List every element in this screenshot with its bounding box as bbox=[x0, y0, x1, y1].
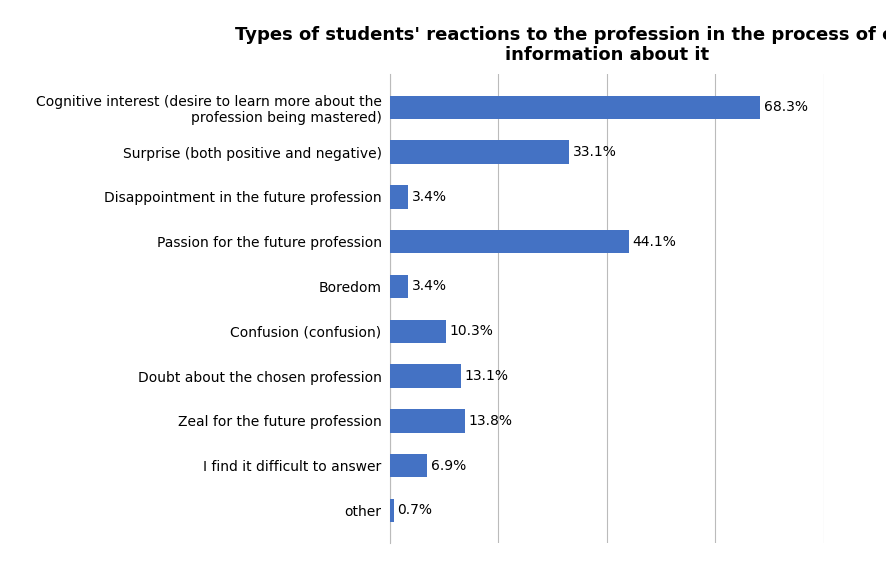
Bar bbox=[390, 141, 570, 164]
Text: 3.4%: 3.4% bbox=[411, 280, 447, 293]
Bar bbox=[390, 409, 465, 432]
Bar bbox=[390, 230, 629, 253]
Text: 6.9%: 6.9% bbox=[431, 459, 466, 472]
Text: 13.1%: 13.1% bbox=[464, 369, 509, 383]
Text: 13.8%: 13.8% bbox=[468, 414, 512, 428]
Text: 33.1%: 33.1% bbox=[572, 145, 617, 159]
Text: 0.7%: 0.7% bbox=[397, 503, 431, 518]
Text: 68.3%: 68.3% bbox=[764, 100, 808, 114]
Text: 10.3%: 10.3% bbox=[449, 324, 493, 338]
Text: 3.4%: 3.4% bbox=[411, 190, 447, 204]
Bar bbox=[390, 499, 393, 522]
Bar bbox=[390, 454, 427, 477]
Bar bbox=[390, 275, 408, 298]
Bar bbox=[390, 320, 446, 343]
Bar bbox=[390, 185, 408, 209]
Bar bbox=[390, 364, 461, 388]
Text: 44.1%: 44.1% bbox=[633, 235, 676, 249]
Title: Types of students' reactions to the profession in the process of obtaining
infor: Types of students' reactions to the prof… bbox=[235, 26, 886, 65]
Bar bbox=[390, 96, 760, 119]
